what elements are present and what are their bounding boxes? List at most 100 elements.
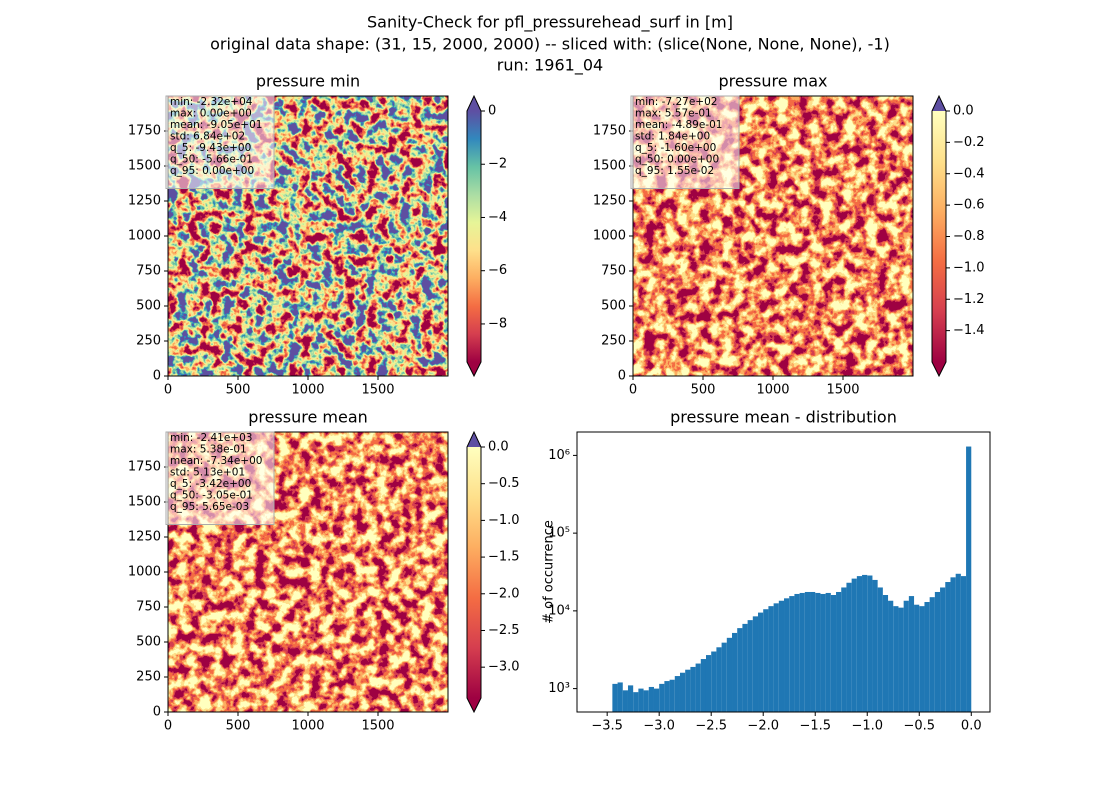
histogram-bar	[737, 628, 743, 712]
histogram-bar	[872, 579, 878, 712]
colorbar-tick-label: 0.0	[953, 104, 974, 119]
x-tick-label: 500	[691, 383, 716, 398]
histogram-bar	[867, 575, 873, 712]
histogram-bar	[893, 606, 899, 712]
stats-text: max: 5.57e-01	[635, 108, 712, 120]
colorbar-tick-label: 0	[488, 104, 496, 119]
axes-title: pressure mean	[248, 408, 368, 427]
stats-text: std: 1.84e+00	[635, 131, 710, 143]
stats-box	[165, 95, 275, 189]
histogram-bar	[763, 609, 769, 712]
axes-frame	[576, 431, 991, 713]
stats-text: q_95: 5.65e-03	[170, 501, 249, 513]
histogram-bar	[903, 600, 909, 712]
x-tick-label: −3.0	[643, 719, 675, 734]
histogram-bar	[898, 607, 904, 712]
stats-text: min: -2.41e+03	[170, 432, 252, 444]
histogram-bar	[747, 620, 753, 712]
colorbar-outline	[466, 430, 482, 714]
histogram-bar	[934, 591, 941, 712]
axes-title: pressure min	[256, 72, 360, 91]
stats-text: std: 6.84e+02	[170, 131, 245, 143]
stats-text: max: 0.00e+00	[170, 108, 252, 120]
histogram-bar	[851, 578, 857, 712]
stats-box	[630, 95, 740, 189]
colorbar-tick-label: 0.0	[488, 440, 509, 455]
colorbar-tick-label: −1.4	[953, 323, 985, 338]
y-tick-label: 250	[136, 334, 161, 349]
colorbar-tick-label: −0.2	[953, 135, 985, 150]
histogram-bar	[888, 600, 894, 712]
colorbar-extend-under	[467, 362, 481, 376]
histogram-bar	[653, 688, 660, 712]
y-tick-label: 10⁴	[548, 603, 570, 618]
y-tick-label: 10³	[548, 681, 570, 696]
histogram-bar	[695, 663, 701, 712]
histogram-bar	[794, 593, 800, 712]
histogram-bar	[960, 576, 967, 712]
histogram-bar	[617, 682, 623, 712]
x-tick-label: −1.5	[799, 719, 831, 734]
histogram-bar	[679, 672, 686, 712]
axes-frame	[632, 95, 914, 377]
histogram-bar	[778, 600, 785, 712]
histogram-bar	[711, 651, 717, 712]
histogram-bar	[846, 582, 852, 712]
colorbar-tick-label: −4	[488, 210, 507, 225]
colorbar-tick-label: −1.0	[488, 513, 520, 528]
histogram-bar	[643, 690, 649, 712]
colorbar	[932, 111, 946, 362]
y-tick-label: 0	[153, 705, 161, 720]
figure-subtitle: run: 1961_04	[497, 56, 603, 76]
stats-text: q_50: -3.05e-01	[170, 490, 253, 502]
histogram-bar	[924, 602, 930, 712]
histogram-bar	[742, 623, 748, 712]
y-tick-label: 0	[618, 369, 626, 384]
colorbar-tick-label: −0.4	[953, 166, 985, 181]
histogram-bar	[705, 655, 712, 712]
histogram-bar	[830, 594, 837, 712]
stats-text: min: -7.27e+02	[635, 96, 717, 108]
histogram-bar	[950, 577, 956, 712]
stats-text: q_95: 0.00e+00	[170, 165, 254, 177]
colorbar-tick-label: −1.0	[953, 260, 985, 275]
histogram-bar	[929, 597, 935, 712]
histogram-bar	[862, 574, 868, 712]
histogram-bar	[841, 587, 847, 712]
axes-frame	[167, 95, 449, 377]
histogram-bar	[648, 686, 654, 712]
stats-text: q_50: 0.00e+00	[635, 154, 719, 166]
colorbar-outline	[466, 94, 482, 378]
histogram-bar	[674, 676, 680, 712]
x-tick-label: 500	[226, 719, 251, 734]
colorbar-extend-over	[467, 96, 481, 111]
colorbar-tick-label: −6	[488, 263, 507, 278]
colorbar-tick-label: −8	[488, 316, 507, 331]
x-tick-label: 0	[164, 719, 172, 734]
y-tick-label: 250	[601, 334, 626, 349]
colorbar-tick-label: −2.0	[488, 586, 520, 601]
colorbar-extend-over	[467, 432, 481, 447]
figure-title: Sanity-Check for pfl_pressurehead_surf i…	[367, 13, 733, 33]
stats-box	[165, 431, 275, 525]
y-tick-label: 500	[136, 299, 161, 314]
colorbar	[467, 111, 481, 362]
histogram-bar	[914, 604, 920, 712]
x-tick-label: 1500	[361, 719, 394, 734]
y-tick-label: 1750	[593, 124, 626, 139]
x-tick-label: −3.5	[591, 719, 623, 734]
histogram-bar	[945, 582, 951, 712]
histogram-bar	[877, 587, 883, 712]
histogram-bar	[700, 659, 706, 712]
stats-text: q_5: -3.42e+00	[170, 478, 251, 490]
histogram-bar	[758, 612, 764, 712]
x-tick-label: 500	[226, 383, 251, 398]
colorbar-extend-over	[932, 96, 946, 111]
y-tick-label: 1000	[593, 229, 626, 244]
colorbar-outline	[931, 94, 947, 378]
stats-text: q_95: 1.55e-02	[635, 165, 714, 177]
colorbar	[467, 447, 481, 698]
figure-subtitle: original data shape: (31, 15, 2000, 2000…	[210, 35, 890, 54]
colorbar-tick-label: −0.6	[953, 198, 985, 213]
histogram-bar	[810, 591, 816, 712]
